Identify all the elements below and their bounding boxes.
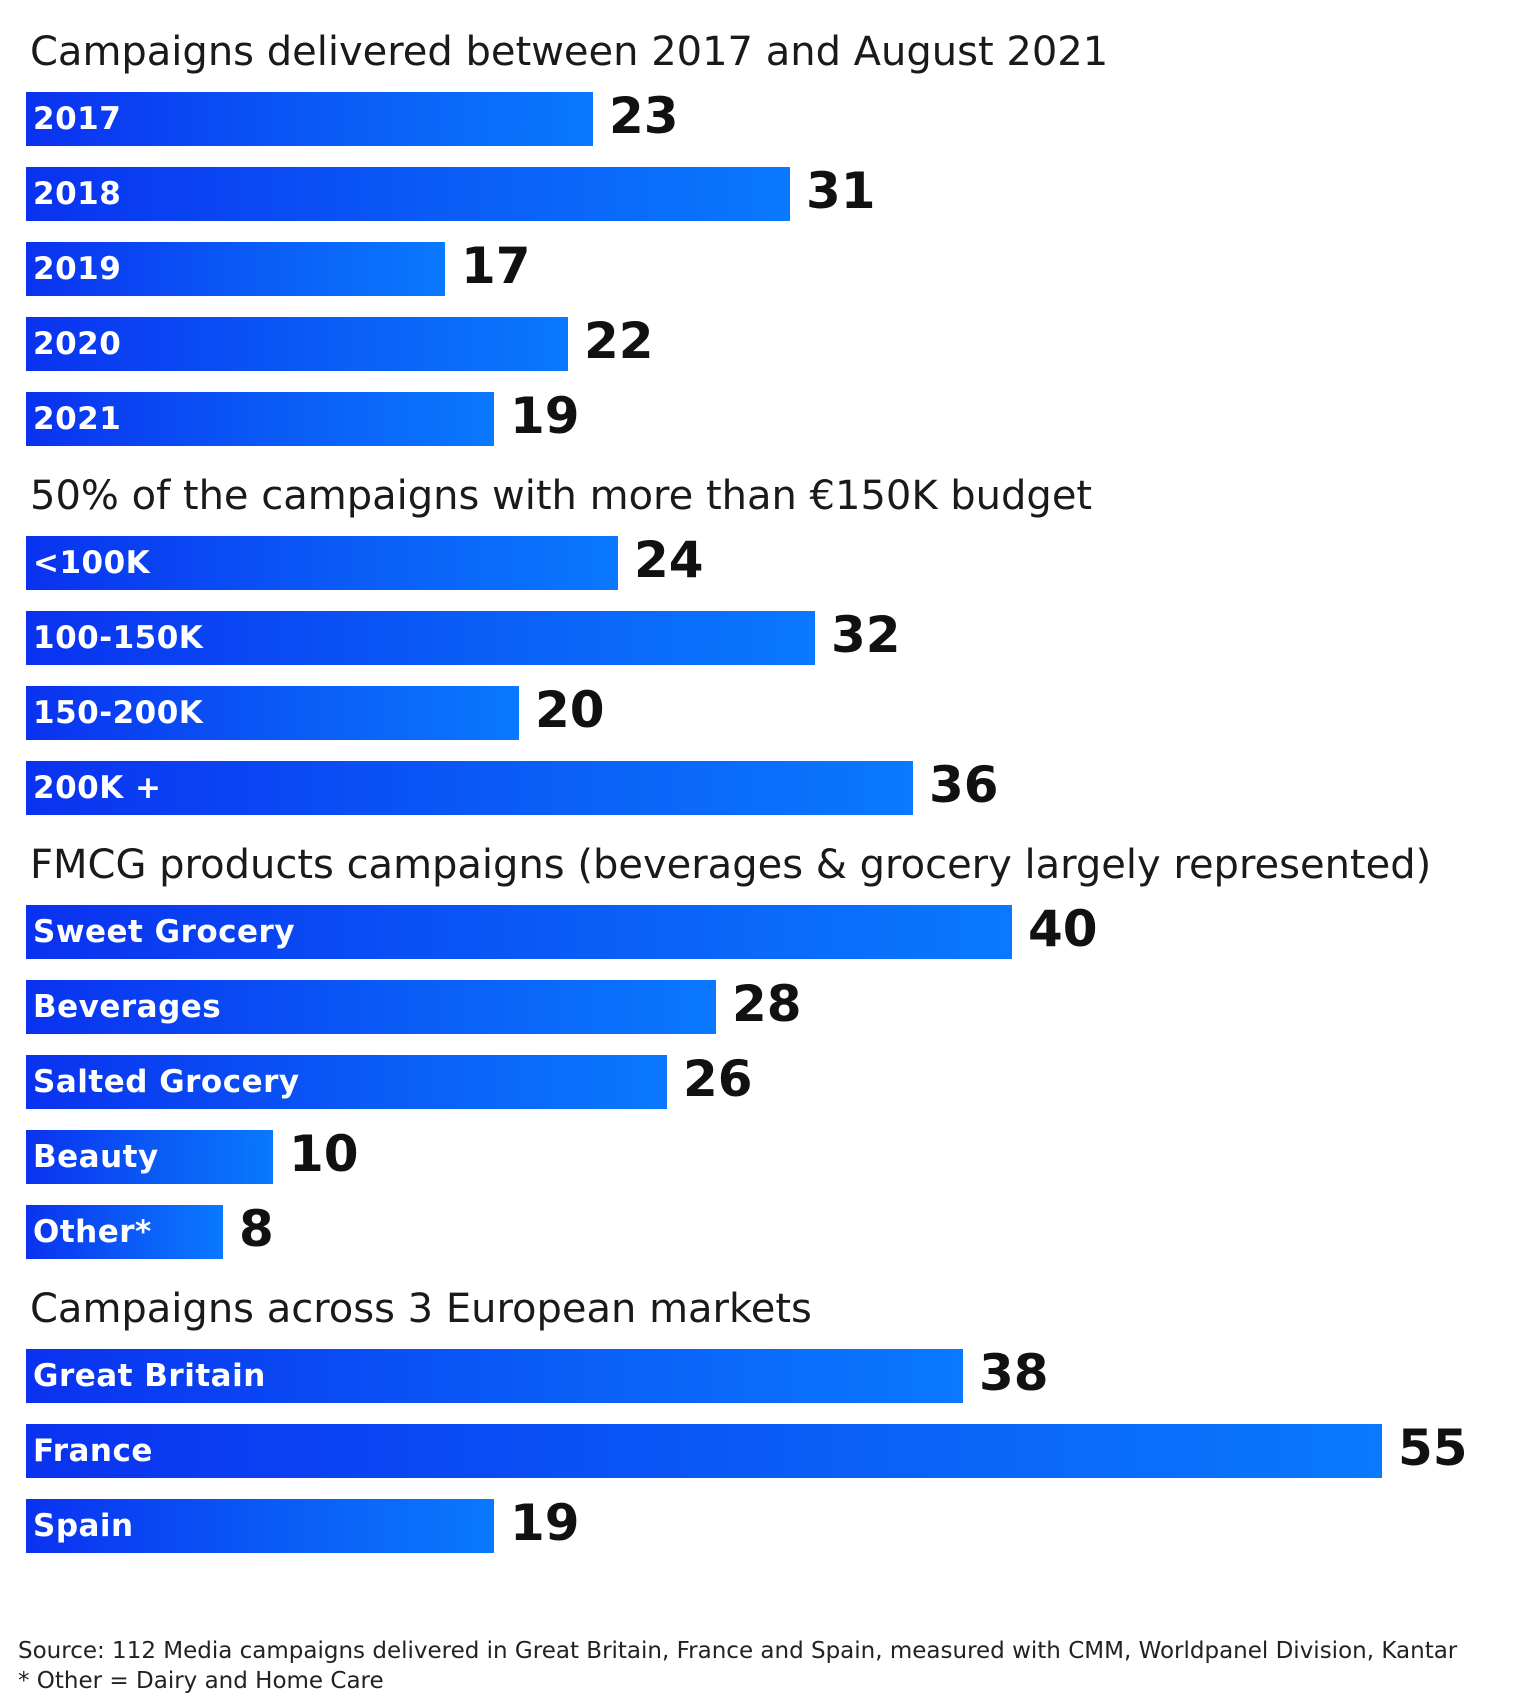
- bar-category-label: 150-200K: [33, 695, 204, 731]
- bar-value-label: 19: [510, 387, 580, 445]
- bar-category-label: Great Britain: [33, 1358, 266, 1394]
- bar: [26, 980, 716, 1034]
- bar-category-label: Beverages: [33, 989, 222, 1025]
- chart-title-3: FMCG products campaigns (beverages & gro…: [30, 842, 1432, 888]
- bar-category-label: 2018: [33, 176, 122, 212]
- bar: [26, 167, 790, 221]
- bar-value-label: 40: [1028, 900, 1098, 958]
- bar-value-label: 19: [510, 1494, 580, 1552]
- chart-title-2: 50% of the campaigns with more than €150…: [30, 473, 1093, 519]
- bar-value-label: 20: [535, 681, 605, 739]
- bar: [26, 1349, 963, 1403]
- footnote-text: * Other = Dairy and Home Care: [18, 1668, 384, 1694]
- bar: [26, 1130, 273, 1184]
- bar: [26, 611, 815, 665]
- bar-category-label: Other*: [33, 1214, 152, 1250]
- bar-category-label: 2020: [33, 326, 122, 362]
- bar-category-label: 200K +: [33, 770, 162, 806]
- bar: [26, 1055, 667, 1109]
- bar: [26, 317, 568, 371]
- bar: [26, 392, 494, 446]
- bar: [26, 905, 1012, 959]
- bar-category-label: 2017: [33, 101, 122, 137]
- bar-category-label: <100K: [33, 545, 151, 581]
- source-note: Source: 112 Media campaigns delivered in…: [18, 1636, 1518, 1696]
- bar: [26, 1424, 1382, 1478]
- bar-value-label: 28: [732, 975, 802, 1033]
- bar-category-label: France: [33, 1433, 153, 1469]
- bar-value-label: 17: [461, 237, 531, 295]
- bar-value-label: 24: [634, 531, 704, 589]
- bar-value-label: 8: [239, 1200, 274, 1258]
- bar-value-label: 36: [929, 756, 999, 814]
- bar: [26, 536, 618, 590]
- bar-value-label: 10: [289, 1125, 359, 1183]
- bar-category-label: Salted Grocery: [33, 1064, 300, 1100]
- bar-value-label: 55: [1398, 1419, 1468, 1477]
- bar-value-label: 23: [609, 87, 679, 145]
- bar-value-label: 31: [806, 162, 876, 220]
- bar-category-label: 2021: [33, 401, 122, 437]
- bar-category-label: Beauty: [33, 1139, 159, 1175]
- bar-category-label: Spain: [33, 1508, 134, 1544]
- bar: [26, 1499, 494, 1553]
- bar-value-label: 38: [979, 1344, 1049, 1402]
- source-text: Source: 112 Media campaigns delivered in…: [18, 1638, 1458, 1664]
- bar: [26, 761, 913, 815]
- bar-category-label: 100-150K: [33, 620, 204, 656]
- bar: [26, 686, 519, 740]
- chart-title-4: Campaigns across 3 European markets: [30, 1286, 812, 1332]
- bar-value-label: 26: [683, 1050, 753, 1108]
- bar-value-label: 22: [584, 312, 654, 370]
- chart-title-1: Campaigns delivered between 2017 and Aug…: [30, 29, 1109, 75]
- bar-category-label: Sweet Grocery: [33, 914, 296, 950]
- bar-value-label: 32: [831, 606, 901, 664]
- bar: [26, 242, 445, 296]
- bar-category-label: 2019: [33, 251, 122, 287]
- bar: [26, 92, 593, 146]
- bar: [26, 1205, 223, 1259]
